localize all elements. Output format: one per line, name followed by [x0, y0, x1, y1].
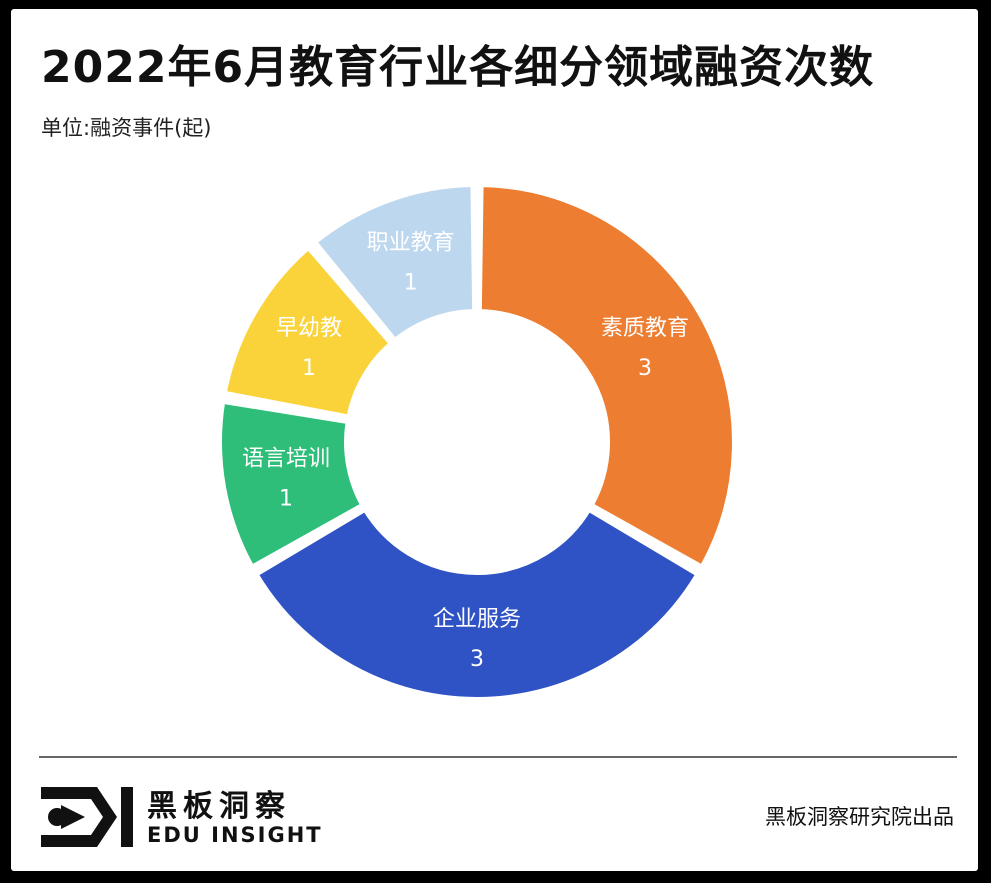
donut-slice — [220, 243, 396, 421]
slice-label: 企业服务 — [433, 607, 521, 632]
donut-slice — [310, 181, 479, 345]
chart-title: 2022年6月教育行业各细分领域融资次数 — [41, 42, 875, 93]
unit-label: 单位:融资事件(起) — [41, 116, 212, 140]
credit-text: 黑板洞察研究院出品 — [765, 805, 954, 829]
slice-value: 3 — [470, 647, 484, 672]
slice-value: 1 — [302, 356, 316, 381]
chart-card: 2022年6月教育行业各细分领域融资次数 单位:融资事件(起) 素质教育 3 企业服… — [11, 9, 978, 871]
donut-slice — [216, 397, 367, 571]
donut-slice — [252, 505, 702, 703]
logo-text-en: EDU INSIGHT — [147, 823, 323, 847]
logo: 黑板洞察 EDU INSIGHT — [41, 781, 341, 851]
donut-slice — [475, 181, 738, 571]
footer-divider — [39, 756, 957, 758]
slice-label: 素质教育 — [601, 316, 689, 341]
logo-text-cn: 黑板洞察 — [147, 789, 291, 824]
donut-chart: 素质教育 3 企业服务 3 语言培训 1 早幼教 1 职业教育 1 — [216, 181, 738, 703]
slice-label: 语言培训 — [242, 447, 330, 472]
slice-value: 3 — [638, 356, 652, 381]
logo-icon — [41, 787, 133, 847]
slice-label: 职业教育 — [367, 231, 455, 256]
slice-label: 早幼教 — [276, 316, 342, 341]
slice-value: 1 — [279, 487, 293, 512]
slice-value: 1 — [404, 271, 418, 296]
